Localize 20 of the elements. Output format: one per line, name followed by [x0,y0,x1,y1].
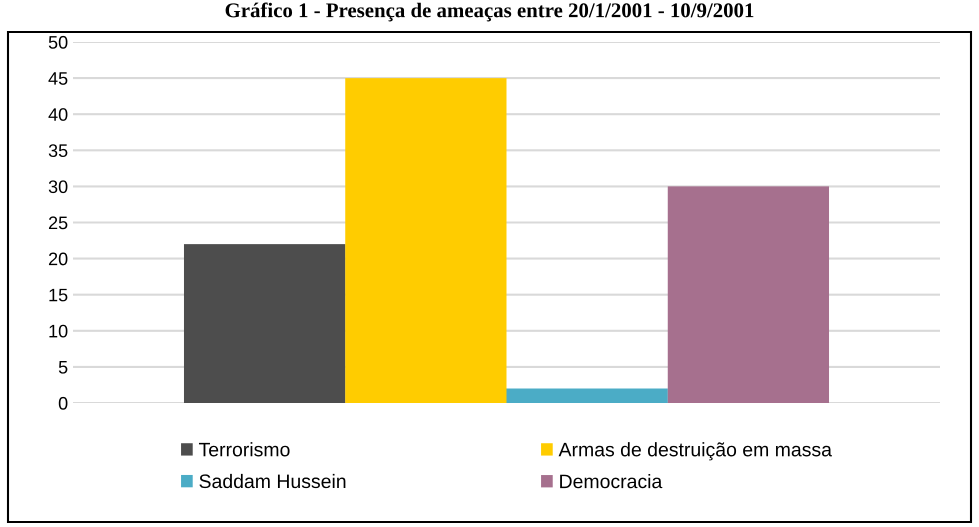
y-tick-label: 25 [48,216,68,230]
legend-label: Democracia [560,474,662,488]
bar [184,244,346,403]
legend-label: Armas de destruição em massa [558,442,832,460]
y-tick-label: 5 [58,361,68,374]
chart-title: Gráfico 1 - Presença de ameaças entre 20/1/2001 - 10/9/2001 [226,2,754,22]
y-tick-label: 40 [48,108,68,121]
bar [506,388,668,403]
legend-label: Saddam Hussein [199,474,346,488]
y-tick-label: 0 [58,396,68,410]
y-tick-label: 45 [48,72,68,85]
y-tick-label: 30 [48,180,68,194]
y-tick-label: 20 [48,252,68,266]
y-tick-label: 35 [48,144,68,158]
bar [345,78,506,403]
legend-label: Terrorismo [198,442,290,456]
y-tick-label: 50 [48,36,68,49]
bar [668,186,830,403]
y-tick-label: 10 [49,324,68,338]
y-tick-label: 15 [49,288,68,302]
